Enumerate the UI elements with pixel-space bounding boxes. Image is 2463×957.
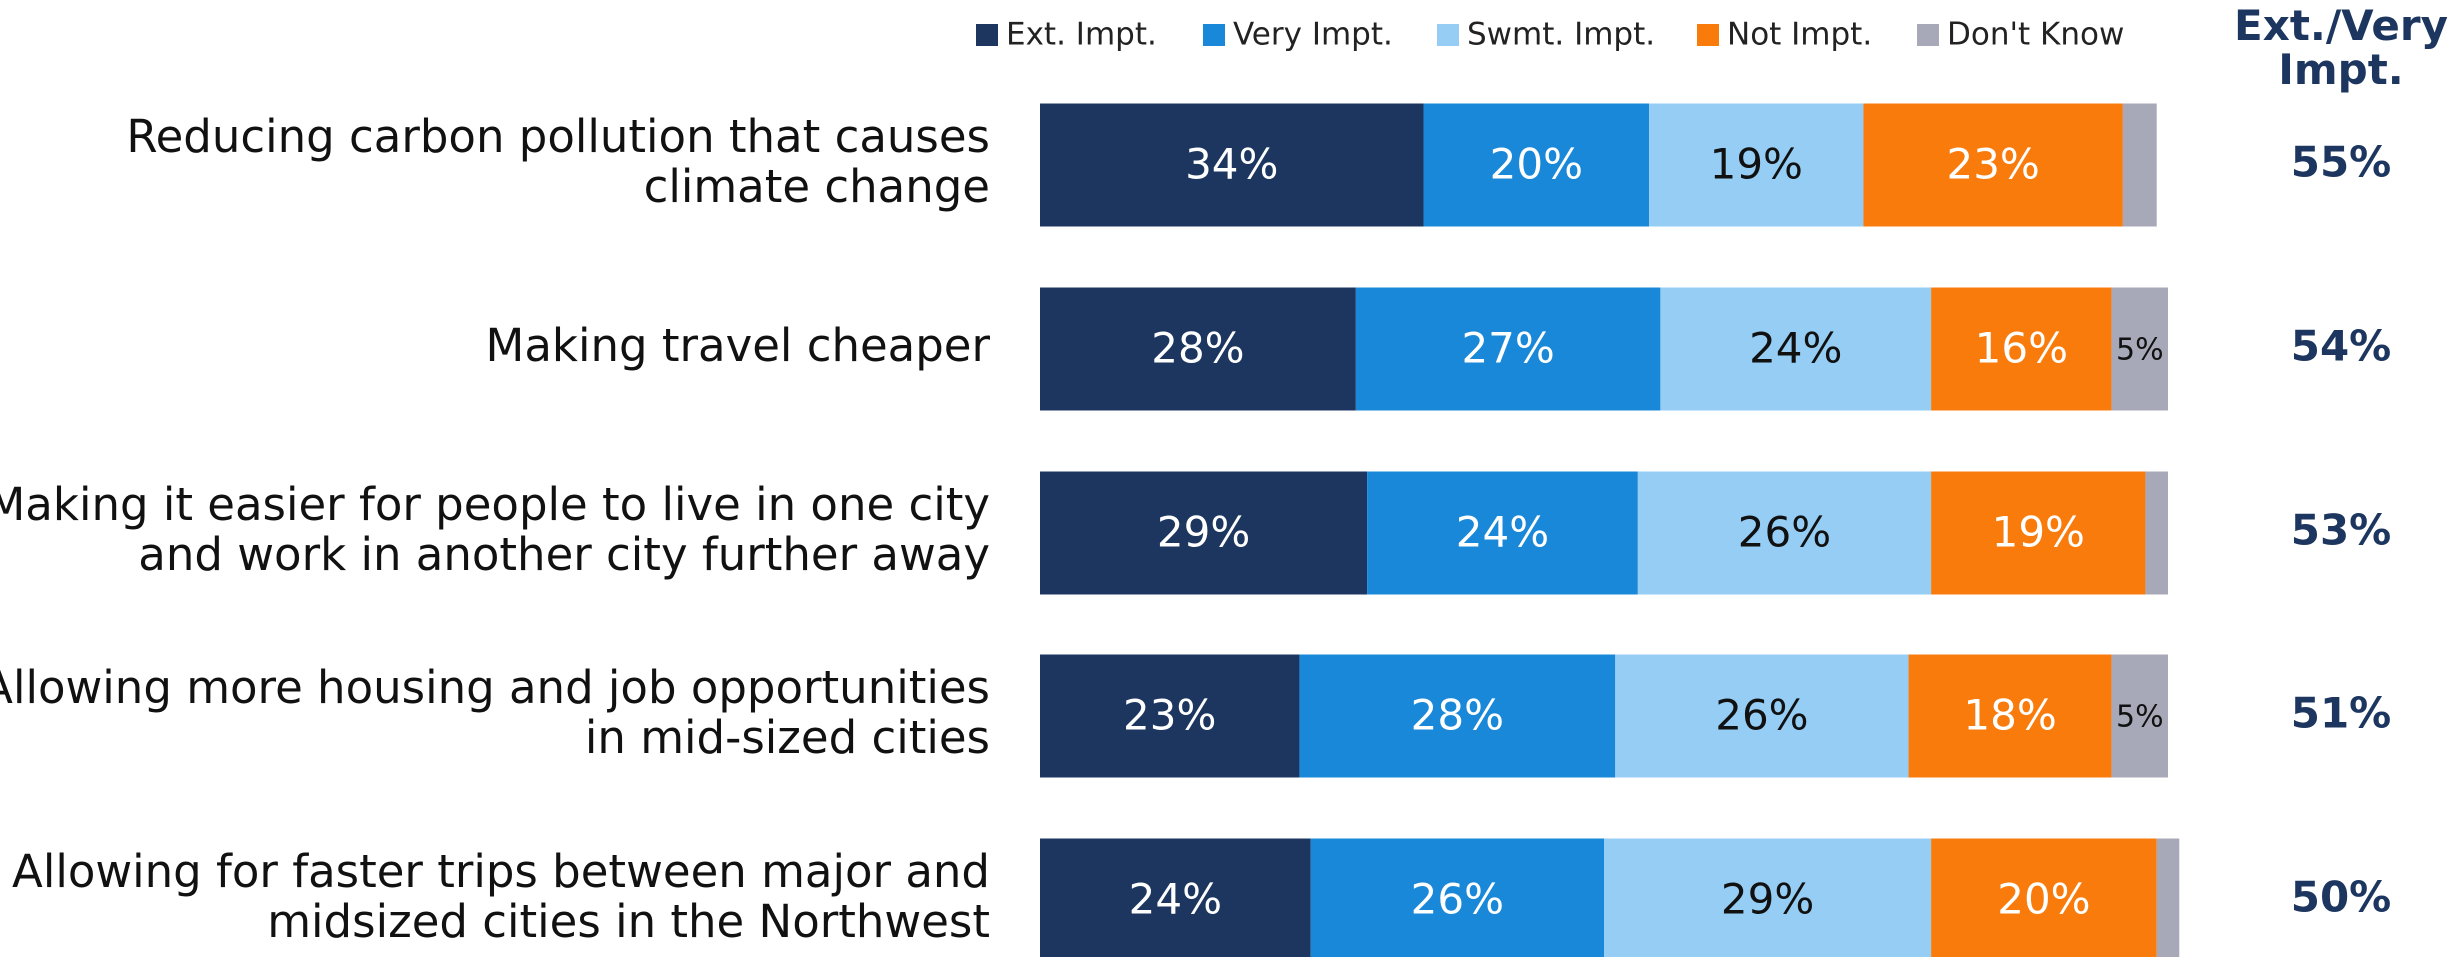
bar-segment [1615, 654, 1909, 778]
data-label: 29% [1157, 508, 1250, 557]
bar-segment [1299, 654, 1616, 778]
category-label: Making it easier for people to live in o… [0, 478, 990, 531]
bar-segment [2111, 654, 2168, 778]
data-label: 26% [1738, 508, 1831, 557]
bar-segment [2111, 287, 2168, 411]
data-label: 5% [2116, 700, 2164, 735]
bar-segment [1040, 654, 1300, 778]
bar-segment [1040, 471, 1368, 595]
bar-segment [1423, 103, 1650, 227]
category-label: Making travel cheaper [486, 319, 991, 372]
category-label: Allowing for faster trips between major … [12, 845, 990, 898]
bar-segment [1649, 103, 1864, 227]
legend-label: Not Impt. [1727, 17, 1872, 53]
bar-segment [1310, 838, 1604, 957]
data-label: 16% [1975, 324, 2068, 373]
data-label: 27% [1461, 324, 1554, 373]
summary-value: 55% [2291, 138, 2392, 187]
category-label: in mid-sized cities [585, 711, 990, 764]
legend-label: Ext. Impt. [1006, 17, 1157, 53]
bar-segment [1931, 838, 2157, 957]
summary-value: 50% [2291, 873, 2392, 922]
bar-segment [1040, 287, 1356, 411]
bar-segment [1637, 471, 1932, 595]
bar-segment [1908, 654, 2112, 778]
legend-label: Very Impt. [1233, 17, 1393, 53]
data-label: 5% [2116, 333, 2164, 368]
data-label: 23% [1123, 691, 1216, 740]
data-label: 28% [1411, 691, 1504, 740]
legend-swatch [976, 24, 998, 46]
legend-swatch [1437, 24, 1459, 46]
bar-segment [2145, 471, 2168, 595]
bar-segment [1355, 287, 1661, 411]
data-label: 26% [1411, 875, 1504, 924]
data-label: 20% [1490, 140, 1583, 189]
summary-title: Ext./Very Impt. [2234, 1, 2448, 94]
data-label: 23% [1946, 140, 2039, 189]
summary-value: 54% [2291, 322, 2392, 371]
category-label: Allowing more housing and job opportunit… [0, 661, 990, 714]
category-label: midsized cities in the Northwest [267, 895, 990, 948]
bar-segment [1931, 287, 2112, 411]
legend-swatch [1917, 24, 1939, 46]
data-label: 18% [1963, 691, 2056, 740]
data-label: 19% [1992, 508, 2085, 557]
legend-swatch [1203, 24, 1225, 46]
bar-segment [1604, 838, 1932, 957]
bar-segment [2156, 838, 2180, 957]
legend-label: Don't Know [1947, 17, 2124, 53]
data-label: 20% [1997, 875, 2090, 924]
data-label: 26% [1715, 691, 1808, 740]
summary-value: 53% [2291, 506, 2392, 555]
category-label: climate change [644, 160, 990, 213]
data-label: 24% [1129, 875, 1222, 924]
summary-value: 51% [2291, 689, 2392, 738]
category-label: Reducing carbon pollution that causes [126, 110, 990, 163]
data-label: 29% [1721, 875, 1814, 924]
bar-segment [1863, 103, 2123, 227]
legend-label: Swmt. Impt. [1467, 17, 1655, 53]
bar-segment [1040, 838, 1311, 957]
legend-swatch [1697, 24, 1719, 46]
data-label: 19% [1710, 140, 1803, 189]
data-label: 24% [1749, 324, 1842, 373]
bar-segment [2122, 103, 2157, 227]
category-label: and work in another city further away [138, 528, 990, 581]
bar-segment [1040, 103, 1424, 227]
data-label: 28% [1151, 324, 1244, 373]
bar-segment [1367, 471, 1638, 595]
bar-segment [1660, 287, 1932, 411]
data-label: 34% [1185, 140, 1278, 189]
bar-segment [1931, 471, 2146, 595]
data-label: 24% [1456, 508, 1549, 557]
